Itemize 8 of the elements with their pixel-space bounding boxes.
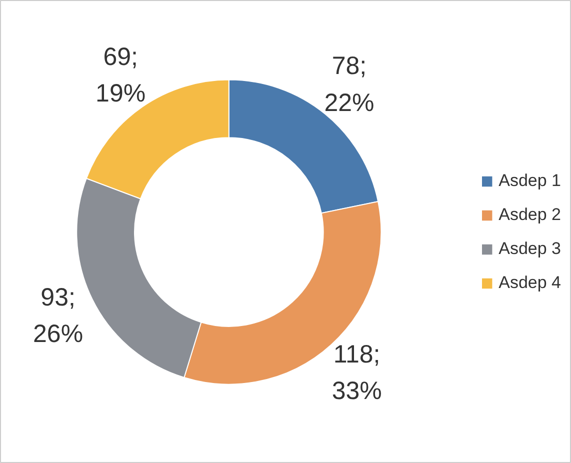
legend-label: Asdep 4 — [498, 272, 561, 292]
legend-label: Asdep 1 — [498, 170, 561, 190]
legend-label: Asdep 3 — [498, 238, 561, 258]
data-label: 118; 33% — [332, 340, 382, 406]
data-label: 78; 22% — [324, 52, 374, 117]
data-label: 93; 26% — [33, 284, 84, 348]
data-label: 69; 19% — [96, 43, 146, 108]
legend-label: Asdep 2 — [498, 204, 561, 224]
